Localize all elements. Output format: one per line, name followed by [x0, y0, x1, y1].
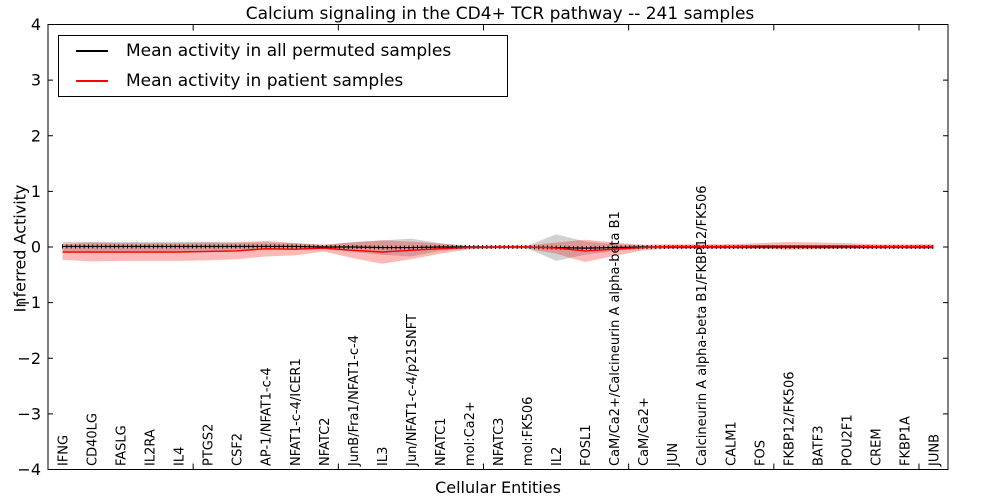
x-category-label: IFNG: [57, 435, 72, 466]
y-tick-label: 0: [31, 238, 41, 257]
y-tick-label: 2: [31, 126, 41, 145]
y-tick-label: 4: [31, 15, 41, 34]
x-category-label: Jun/NFAT1-c-4/p21SNFT: [405, 314, 420, 467]
x-category-label: NFATC2: [318, 418, 333, 466]
patient-mean-line: [62, 245, 934, 253]
x-category-label: FASLG: [115, 425, 130, 466]
x-category-label: Calcineurin A alpha-beta B1/FKBP12/FK506: [695, 186, 710, 466]
y-tick-label: −1: [17, 293, 41, 312]
legend-entry-patient: Mean activity in patient samples: [59, 67, 507, 95]
y-tick-label: −2: [17, 349, 41, 368]
x-category-label: IL4: [173, 447, 188, 466]
x-category-label: CD40LG: [86, 413, 101, 466]
x-category-label: IL2RA: [144, 429, 159, 466]
x-category-label: CSF2: [231, 433, 246, 466]
x-category-label: CaM/Ca2+/Calcineurin A alpha-beta B1: [608, 211, 623, 466]
x-category-label: IL3: [376, 447, 391, 466]
legend-box: Mean activity in all permuted samples Me…: [58, 35, 508, 97]
x-category-label: AP-1/NFAT1-c-4: [260, 367, 275, 466]
x-category-label: CaM/Ca2+: [637, 397, 652, 466]
legend-label-patient: Mean activity in patient samples: [126, 70, 404, 91]
x-category-label: FOS: [753, 440, 768, 466]
y-tick-label: 3: [31, 71, 41, 90]
x-category-label: NFATC1: [434, 418, 449, 466]
x-category-label: mol:Ca2+: [463, 401, 478, 466]
x-category-label: FOSL1: [579, 425, 594, 466]
legend-label-permuted: Mean activity in all permuted samples: [126, 41, 452, 62]
legend-line-sample-permuted: [76, 50, 108, 53]
x-category-label: IL2: [550, 447, 565, 466]
y-tick-label: 1: [31, 182, 41, 201]
legend-entry-permuted: Mean activity in all permuted samples: [59, 37, 507, 65]
x-category-label: JUN: [666, 443, 681, 467]
x-category-label: FKBP1A: [898, 416, 913, 466]
x-category-label: PTGS2: [202, 424, 217, 466]
x-category-label: POU2F1: [840, 414, 855, 466]
y-axis-title: Inferred Activity: [10, 184, 30, 313]
x-category-label: CALM1: [724, 421, 739, 466]
x-category-label: CREM: [869, 428, 884, 466]
x-category-label: NFAT1-c-4/ICER1: [289, 358, 304, 466]
x-category-label: BATF3: [811, 426, 826, 467]
y-tick-label: −3: [17, 404, 41, 423]
legend-line-sample-patient: [76, 79, 108, 82]
x-category-label: NFATC3: [492, 418, 507, 466]
x-axis-title: Cellular Entities: [435, 478, 561, 497]
x-category-label: JUNB: [927, 434, 942, 467]
x-category-label: mol:FK506: [521, 397, 536, 466]
y-tick-label: −4: [17, 460, 41, 479]
x-category-label: FKBP12/FK506: [782, 372, 797, 467]
chart-title: Calcium signaling in the CD4+ TCR pathwa…: [245, 4, 755, 24]
x-category-label: JunB/Fra1/NFAT1-c-4: [347, 335, 362, 467]
